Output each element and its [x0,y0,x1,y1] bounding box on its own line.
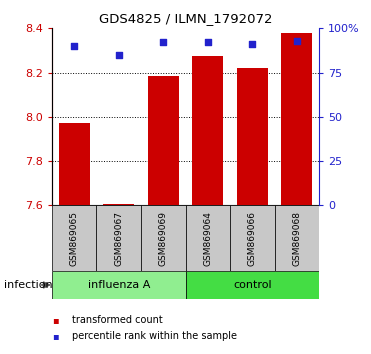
Bar [59,124,90,205]
Bar [192,56,223,205]
Text: GSM869065: GSM869065 [70,211,79,266]
Bar [52,271,186,299]
Bar [186,271,319,299]
Point [116,52,122,58]
Text: GSM869064: GSM869064 [203,211,212,266]
Bar [141,205,186,271]
Text: influenza A: influenza A [88,280,150,290]
Text: transformed count: transformed count [72,315,163,325]
Bar [237,68,268,205]
Text: GSM869066: GSM869066 [248,211,257,266]
Text: ▪: ▪ [52,331,59,341]
Bar [148,76,179,205]
Point [249,41,255,47]
Bar [230,205,275,271]
Bar [186,205,230,271]
Point [294,38,300,44]
Bar [52,205,96,271]
Text: GDS4825 / ILMN_1792072: GDS4825 / ILMN_1792072 [99,12,272,25]
Text: infection: infection [4,280,52,290]
Text: GSM869067: GSM869067 [114,211,123,266]
Text: control: control [233,280,272,290]
Point [160,40,166,45]
Text: percentile rank within the sample: percentile rank within the sample [72,331,237,341]
Point [71,43,77,49]
Bar [96,205,141,271]
Bar [275,205,319,271]
Text: GSM869069: GSM869069 [159,211,168,266]
Point [205,40,211,45]
Text: GSM869068: GSM869068 [292,211,301,266]
Text: ▪: ▪ [52,315,59,325]
Bar [103,204,134,205]
Bar [281,33,312,205]
